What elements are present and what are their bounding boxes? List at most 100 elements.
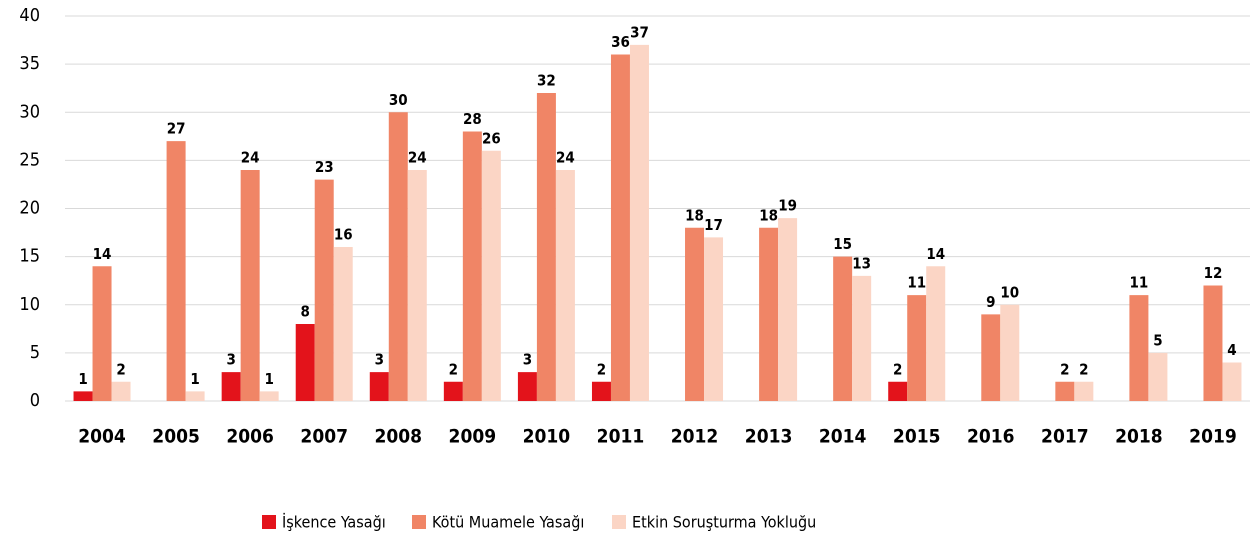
- value-label: 19: [778, 197, 797, 215]
- value-label: 1: [190, 370, 199, 388]
- bar: [407, 170, 427, 401]
- bar: [926, 266, 946, 401]
- x-tick-label: 2009: [449, 426, 497, 448]
- value-label: 3: [375, 351, 384, 369]
- y-tick-label: 40: [19, 5, 40, 26]
- value-label: 5: [1153, 331, 1162, 349]
- x-tick-label: 2011: [597, 426, 645, 448]
- value-label: 13: [852, 254, 871, 272]
- bar: [1055, 381, 1075, 401]
- bar: [1129, 295, 1149, 401]
- bar: [221, 372, 241, 401]
- value-label: 17: [704, 216, 723, 234]
- value-label: 28: [463, 110, 482, 128]
- value-label: 8: [301, 303, 310, 321]
- value-label: 11: [907, 274, 926, 292]
- y-tick-label: 35: [19, 53, 40, 74]
- bar: [73, 391, 93, 401]
- bar: [462, 131, 482, 401]
- y-tick-label: 25: [19, 149, 40, 170]
- x-tick-label: 2014: [819, 426, 867, 448]
- bar: [981, 314, 1001, 401]
- bar: [333, 247, 353, 401]
- y-tick-label: 10: [19, 294, 40, 315]
- value-label: 1: [78, 370, 87, 388]
- legend-label: Kötü Muamele Yasağı: [432, 513, 584, 532]
- value-label: 14: [93, 245, 112, 263]
- x-tick-label: 2019: [1189, 426, 1237, 448]
- bar: [369, 372, 389, 401]
- bar: [185, 391, 205, 401]
- bar: [610, 54, 630, 401]
- bar: [92, 266, 112, 401]
- x-tick-label: 2012: [671, 426, 719, 448]
- value-label: 10: [1000, 283, 1019, 301]
- bar: [1000, 304, 1020, 401]
- bar: [1148, 352, 1168, 401]
- bar: [1222, 362, 1242, 401]
- value-label: 3: [226, 351, 235, 369]
- bar: [907, 295, 927, 401]
- x-tick-label: 2015: [893, 426, 941, 448]
- bar: [536, 93, 556, 401]
- bar: [259, 391, 279, 401]
- x-tick-label: 2007: [300, 426, 348, 448]
- x-tick-label: 2013: [745, 426, 793, 448]
- x-tick-label: 2016: [967, 426, 1015, 448]
- bar: [833, 256, 853, 401]
- value-label: 30: [389, 91, 408, 109]
- value-label: 11: [1130, 274, 1149, 292]
- value-label: 24: [241, 149, 260, 167]
- value-label: 1: [264, 370, 273, 388]
- value-label: 2: [893, 360, 902, 378]
- legend-label: İşkence Yasağı: [282, 513, 386, 532]
- bar: [1074, 381, 1094, 401]
- x-tick-label: 2008: [374, 426, 422, 448]
- value-label: 15: [833, 235, 852, 253]
- legend-swatch: [412, 515, 426, 529]
- legend-swatch: [262, 515, 276, 529]
- bar: [629, 44, 649, 401]
- bar: [1203, 285, 1223, 401]
- bar: [704, 237, 724, 401]
- y-tick-label: 5: [30, 342, 40, 363]
- bar: [388, 112, 408, 401]
- value-label: 27: [167, 120, 186, 138]
- value-label: 14: [926, 245, 945, 263]
- value-label: 4: [1227, 341, 1236, 359]
- value-label: 18: [685, 206, 704, 224]
- bar: [517, 372, 537, 401]
- bar: [240, 170, 260, 401]
- y-tick-label: 0: [30, 390, 40, 411]
- value-label: 23: [315, 158, 334, 176]
- bar: [481, 150, 501, 401]
- bar: [852, 275, 872, 401]
- value-label: 12: [1204, 264, 1223, 282]
- value-label: 32: [537, 72, 556, 90]
- value-label: 16: [334, 226, 353, 244]
- value-label: 9: [986, 293, 995, 311]
- y-tick-label: 30: [19, 101, 40, 122]
- bar: [888, 381, 908, 401]
- x-tick-label: 2018: [1115, 426, 1163, 448]
- value-label: 18: [759, 206, 778, 224]
- x-tick-label: 2010: [523, 426, 571, 448]
- value-label: 24: [408, 149, 427, 167]
- value-label: 2: [1079, 360, 1088, 378]
- bar: [314, 179, 334, 401]
- x-tick-label: 2004: [78, 426, 126, 448]
- bar: [295, 324, 315, 401]
- legend-swatch: [612, 515, 626, 529]
- value-label: 2: [449, 360, 458, 378]
- bar: [555, 170, 575, 401]
- value-label: 26: [482, 129, 501, 147]
- value-label: 36: [611, 33, 630, 51]
- bar: [778, 218, 798, 401]
- bar: [685, 227, 705, 401]
- y-tick-label: 15: [19, 246, 40, 267]
- value-label: 2: [1060, 360, 1069, 378]
- bar: [591, 381, 611, 401]
- bar: [166, 141, 186, 401]
- value-label: 2: [597, 360, 606, 378]
